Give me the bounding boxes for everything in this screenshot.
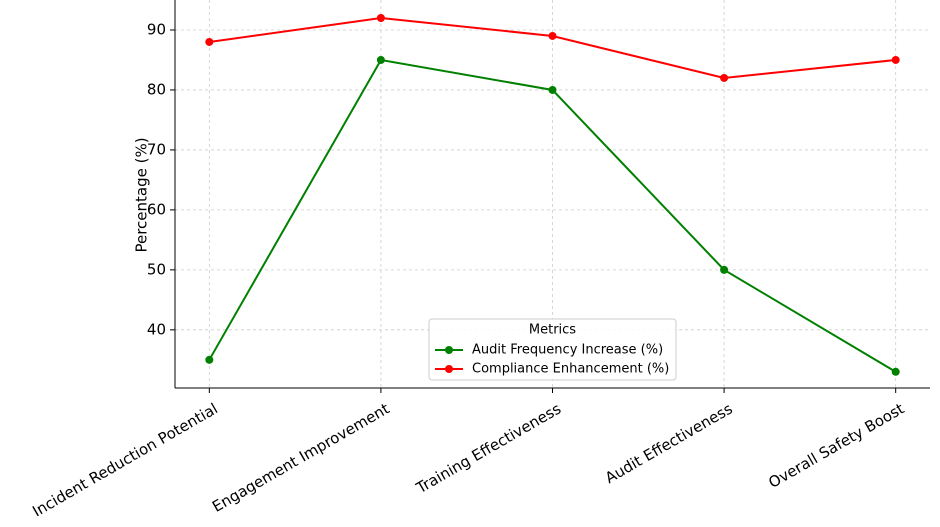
point bbox=[205, 37, 214, 46]
point bbox=[376, 13, 385, 22]
y-tick-label: 80 bbox=[147, 80, 166, 98]
x-tick-label: Audit Effectiveness bbox=[602, 399, 736, 487]
point bbox=[891, 55, 900, 64]
legend-title: Metrics bbox=[529, 323, 576, 338]
y-tick-label: 70 bbox=[147, 140, 166, 158]
y-tick-label: 40 bbox=[147, 320, 166, 338]
point bbox=[205, 355, 214, 364]
point bbox=[376, 55, 385, 64]
legend-marker bbox=[445, 346, 453, 354]
x-tick-label: Overall Safety Boost bbox=[765, 400, 907, 492]
point bbox=[548, 85, 557, 94]
legend-label: Audit Frequency Increase (%) bbox=[472, 343, 663, 358]
legend-marker bbox=[445, 365, 453, 373]
point bbox=[720, 73, 729, 82]
y-tick-label: 90 bbox=[147, 20, 166, 38]
point bbox=[548, 31, 557, 40]
point bbox=[720, 265, 729, 274]
x-tick-label: Incident Reduction Potential bbox=[29, 400, 220, 521]
x-tick-label: Training Effectiveness bbox=[412, 399, 564, 497]
x-tick-label: Engagement Improvement bbox=[209, 400, 392, 516]
y-tick-label: 60 bbox=[147, 200, 166, 218]
y-tick-label: 50 bbox=[147, 260, 166, 278]
point bbox=[891, 367, 900, 376]
legend-box bbox=[428, 318, 677, 381]
legend-label: Compliance Enhancement (%) bbox=[472, 362, 669, 377]
y-axis-label: Percentage (%) bbox=[133, 137, 151, 252]
